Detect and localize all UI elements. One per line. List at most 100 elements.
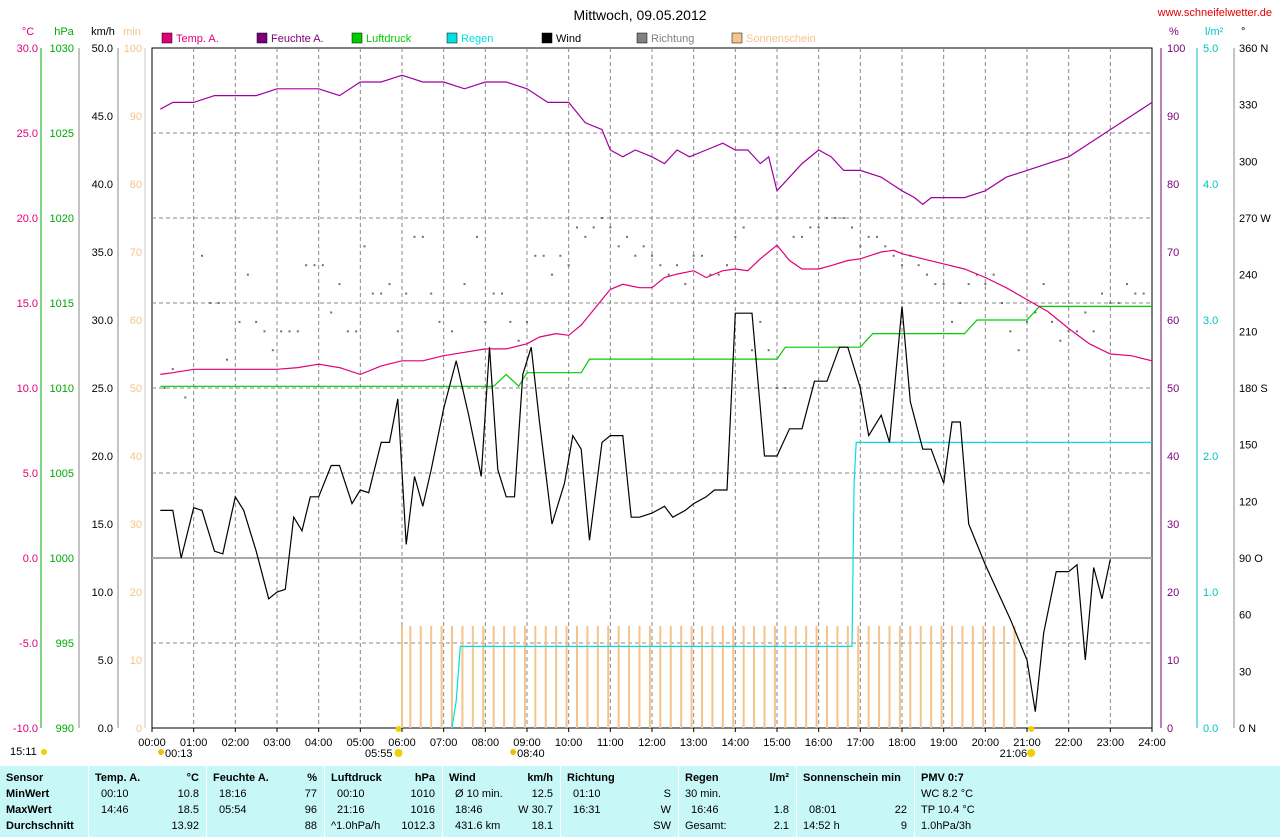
sun-axis-tick: 70	[130, 247, 142, 259]
site-label[interactable]: www.schneifelwetter.de	[1157, 7, 1272, 19]
direction-point	[901, 264, 903, 267]
direction-point	[1092, 330, 1095, 333]
direction-point	[967, 283, 970, 286]
stats-row-label-max: MaxWert	[6, 804, 52, 816]
direction-point	[1084, 311, 1087, 314]
direction-point	[576, 226, 578, 229]
direction-point	[1134, 292, 1137, 295]
temp-axis-tick: 15.0	[17, 298, 38, 310]
stats-sun-header: Sonnenschein min	[803, 772, 901, 784]
direction-point	[809, 226, 812, 229]
stats-pmv-windchill: WC 8.2 °C	[921, 788, 974, 800]
direction-point	[363, 245, 366, 248]
direction-point	[851, 226, 853, 229]
direction-point	[338, 283, 341, 286]
direction-point	[1017, 349, 1020, 352]
direction-axis-tick: 60	[1239, 610, 1251, 622]
sun-axis-tick: 50	[130, 383, 142, 395]
temp-axis-tick: 30.0	[17, 43, 38, 55]
x-tick-label: 18:00	[888, 737, 916, 749]
x-tick-label: 06:00	[388, 737, 416, 749]
direction-point	[926, 273, 928, 276]
temp-axis-tick: -5.0	[19, 638, 38, 650]
rain-axis-tick: 0.0	[1203, 723, 1218, 735]
humidity-axis-tick: 90	[1167, 111, 1179, 123]
direction-point	[321, 264, 324, 267]
temp-axis-unit: °C	[22, 26, 34, 38]
sun-axis-tick: 10	[130, 655, 142, 667]
pressure-axis-tick: 990	[56, 723, 74, 735]
direction-point	[542, 254, 545, 257]
legend-swatch	[351, 32, 363, 44]
direction-point	[559, 254, 562, 257]
stats-sensor-col: Sensor MinWert MaxWert Durchschnitt	[0, 766, 88, 837]
humidity-axis-unit: %	[1169, 26, 1179, 38]
series-line-luftdruck	[160, 305, 1152, 388]
direction-point	[217, 302, 220, 304]
stats-direction-col: Richtung 01:10 S 16:31 W SW	[560, 766, 679, 837]
direction-point	[163, 387, 166, 389]
pressure-axis-unit: hPa	[54, 26, 74, 38]
legend-swatch	[541, 32, 553, 44]
direction-point	[371, 292, 374, 295]
direction-axis-tick: 330	[1239, 100, 1257, 112]
stats-wind-min-label: Ø 10 min.	[455, 788, 503, 800]
wind-axis-tick: 40.0	[92, 179, 113, 191]
sunrise-marker	[394, 749, 403, 757]
direction-point	[246, 273, 249, 276]
x-tick-label: 20:00	[972, 737, 1000, 749]
stats-temp-min-time: 00:10	[101, 788, 129, 800]
legend-swatch	[256, 32, 268, 44]
direction-point	[842, 217, 845, 219]
pressure-axis-tick: 1020	[50, 213, 74, 225]
x-tick-label: 19:00	[930, 737, 958, 749]
x-tick-label: 24:00	[1138, 737, 1166, 749]
direction-point	[801, 235, 803, 238]
sun-axis-unit: min	[123, 26, 141, 38]
x-tick-label: 21:00	[1013, 737, 1041, 749]
direction-axis-tick: 270 W	[1239, 213, 1271, 225]
series-layer	[160, 74, 1153, 729]
direction-point	[776, 387, 778, 389]
direction-point	[992, 273, 995, 276]
direction-axis-tick: 300	[1239, 156, 1257, 168]
stats-sun-total-hours: 14:52 h	[803, 820, 840, 832]
stats-humidity-min-val: 77	[304, 788, 317, 800]
temp-axis-tick: 10.0	[17, 383, 38, 395]
stats-humidity-col: Feuchte A. % 18:16 77 05:54 96 88	[206, 766, 325, 837]
direction-point	[492, 292, 495, 295]
temp-axis-tick: 25.0	[17, 128, 38, 140]
direction-point	[484, 320, 487, 323]
stats-humidity-min-time: 18:16	[219, 788, 247, 800]
stats-wind-min-val: 12.5	[531, 788, 553, 800]
pressure-axis-tick: 1015	[50, 298, 74, 310]
stats-row-label-avg: Durchschnitt	[6, 820, 74, 832]
direction-point	[1076, 330, 1078, 333]
direction-point	[634, 254, 637, 257]
rain-axis-unit: l/m²	[1205, 26, 1224, 38]
moonset-time: 00:13	[165, 748, 193, 760]
legend-swatch	[636, 32, 648, 44]
stats-pressure-max-val: 1016	[410, 804, 435, 816]
x-tick-label: 22:00	[1055, 737, 1083, 749]
direction-point	[1051, 320, 1053, 323]
pressure-axis-tick: 1025	[50, 128, 74, 140]
direction-axis-unit: °	[1241, 26, 1245, 38]
legend-swatch	[161, 32, 173, 44]
direction-point	[534, 254, 537, 257]
stats-pmv-col: PMV 0:7 WC 8.2 °C TP 10.4 °C 1.0hPa/3h	[914, 766, 1280, 837]
pressure-axis-tick: 995	[56, 638, 74, 650]
stats-wind-header: Wind	[449, 772, 476, 784]
stats-rain-col: Regen l/m² 30 min. 16:46 1.8 Gesamt: 2.1	[678, 766, 797, 837]
direction-point	[201, 254, 203, 257]
x-tick-label: 04:00	[305, 737, 333, 749]
stats-humidity-unit: %	[307, 772, 317, 784]
stats-sun-avg-val: 9	[900, 820, 907, 832]
temp-axis-tick: 5.0	[23, 468, 38, 480]
series-line-temp-a	[160, 244, 1153, 376]
wind-axis-tick: 35.0	[92, 247, 113, 259]
series-line-wind	[160, 306, 1111, 712]
stats-pressure-max-time: 21:16	[337, 804, 365, 816]
pressure-axis-tick: 1005	[50, 468, 74, 480]
direction-point	[692, 254, 695, 257]
